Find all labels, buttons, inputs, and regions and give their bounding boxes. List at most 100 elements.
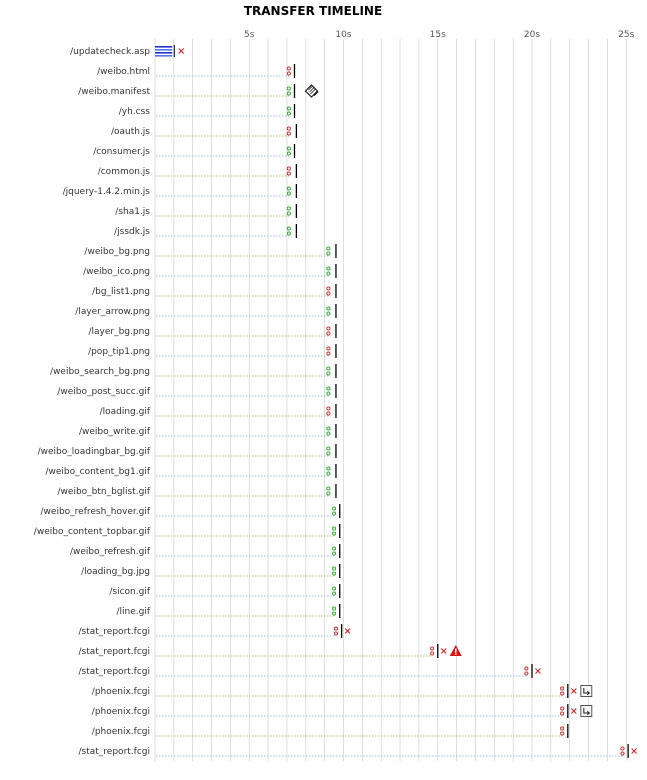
row-label: /yh.css — [119, 107, 151, 117]
request-marker — [326, 286, 331, 291]
row-label: /sha1.js — [115, 207, 150, 217]
row-label: /layer_bg.png — [88, 327, 150, 337]
response-marker — [286, 91, 291, 96]
timeline-row[interactable]: /stat_report.fcgi — [79, 664, 541, 678]
timeline-row[interactable]: /oauth.js — [111, 124, 298, 138]
timeline-row[interactable]: /stat_report.fcgi — [79, 644, 462, 658]
x-tick-label: 25s — [618, 30, 634, 40]
response-marker — [326, 331, 331, 336]
timeline-row[interactable]: /weibo.html — [97, 64, 296, 78]
timeline-row[interactable]: /jssdk.js — [114, 224, 298, 238]
timeline-row[interactable]: /phoenix.fcgi — [92, 684, 593, 698]
row-label: /weibo_content_topbar.gif — [34, 527, 151, 537]
cancelled-icon — [440, 648, 447, 654]
response-marker — [430, 651, 435, 656]
response-marker — [326, 391, 331, 396]
response-marker — [560, 691, 565, 696]
timeline-row[interactable]: /sha1.js — [115, 204, 298, 218]
request-marker — [286, 146, 291, 151]
timeline-row[interactable]: /phoenix.fcgi — [92, 724, 569, 738]
row-label: /weibo_post_succ.gif — [57, 387, 150, 397]
row-label: /oauth.js — [111, 127, 150, 137]
response-marker — [326, 311, 331, 316]
timeline-row[interactable]: /weibo.manifest — [78, 84, 319, 98]
timeline-row[interactable]: /weibo_search_bg.png — [50, 364, 337, 378]
response-marker — [286, 211, 291, 216]
timeline-row[interactable]: /phoenix.fcgi — [92, 704, 593, 718]
timeline-row[interactable]: /layer_bg.png — [88, 324, 337, 338]
timeline-row[interactable]: /layer_arrow.png — [75, 304, 337, 318]
timeline-row[interactable]: /weibo_bg.png — [84, 244, 337, 258]
timeline-row[interactable]: /jquery-1.4.2.min.js — [63, 184, 298, 198]
response-marker — [286, 191, 291, 196]
response-marker — [326, 431, 331, 436]
timeline-row[interactable]: /loading.gif — [100, 404, 337, 418]
response-marker — [620, 751, 625, 756]
request-marker — [326, 426, 331, 431]
timeline-row[interactable]: /consumer.js — [93, 144, 296, 158]
row-label: /weibo_ico.png — [83, 267, 150, 277]
response-marker — [326, 491, 331, 496]
request-marker — [326, 246, 331, 251]
response-marker — [286, 71, 291, 76]
row-label: /weibo_content_bg1.gif — [45, 467, 150, 477]
cancelled-icon — [535, 668, 541, 674]
request-marker — [326, 386, 331, 391]
request-marker — [560, 706, 565, 711]
x-tick-label: 10s — [335, 30, 351, 40]
response-marker — [286, 151, 291, 156]
timeline-row[interactable]: /pop_tip1.png — [88, 344, 337, 358]
response-marker — [333, 631, 339, 636]
response-marker — [332, 551, 337, 556]
row-label: /phoenix.fcgi — [92, 727, 150, 737]
request-marker — [332, 546, 337, 551]
x-tick-label: 15s — [430, 30, 446, 40]
response-marker — [286, 231, 291, 236]
timeline-row[interactable]: /yh.css — [119, 104, 296, 118]
row-label: /common.js — [98, 167, 151, 177]
timeline-row[interactable]: /sicon.gif — [109, 584, 341, 598]
timeline-row[interactable]: /stat_report.fcgi — [79, 624, 351, 638]
response-marker — [326, 291, 331, 296]
request-marker — [560, 686, 565, 691]
response-marker — [286, 111, 291, 116]
warning-icon — [449, 645, 462, 656]
request-marker — [332, 526, 337, 531]
response-marker — [560, 711, 565, 716]
timeline-row[interactable]: /weibo_content_topbar.gif — [34, 524, 341, 538]
chart-title: TRANSFER TIMELINE — [244, 4, 382, 18]
timeline-row[interactable]: /weibo_content_bg1.gif — [45, 464, 337, 478]
timeline-row[interactable]: /weibo_refresh.gif — [70, 544, 341, 558]
timeline-row[interactable]: /updatecheck.asp — [70, 45, 185, 57]
row-label: /pop_tip1.png — [88, 347, 150, 357]
transfer-bar — [155, 55, 173, 57]
row-label: /loading_bg.jpg — [81, 567, 150, 577]
request-marker — [286, 66, 291, 71]
transfer-bar — [155, 46, 173, 48]
timeline-row[interactable]: /weibo_post_succ.gif — [57, 384, 337, 398]
timeline-row[interactable]: /weibo_write.gif — [79, 424, 337, 438]
row-label: /weibo_loadingbar_bg.gif — [38, 447, 151, 457]
response-marker — [332, 511, 337, 516]
response-marker — [286, 131, 291, 136]
row-label: /stat_report.fcgi — [79, 667, 150, 677]
timeline-row[interactable]: /common.js — [98, 164, 298, 178]
row-label: /phoenix.fcgi — [92, 707, 150, 717]
row-label: /weibo_bg.png — [84, 247, 150, 257]
request-marker — [326, 406, 331, 411]
request-marker — [326, 306, 331, 311]
timeline-row[interactable]: /loading_bg.jpg — [81, 564, 341, 578]
request-marker — [286, 226, 291, 231]
timeline-row[interactable]: /line.gif — [116, 604, 341, 618]
timeline-row[interactable]: /weibo_loadingbar_bg.gif — [38, 444, 337, 458]
cancelled-icon — [570, 708, 577, 714]
request-marker — [326, 326, 331, 331]
timeline-row[interactable]: /stat_report.fcgi — [79, 744, 638, 758]
timeline-row[interactable]: /bg_list1.png — [92, 284, 337, 298]
response-marker — [326, 471, 331, 476]
response-marker — [326, 371, 331, 376]
timeline-row[interactable]: /weibo_btn_bglist.gif — [58, 484, 337, 498]
response-marker — [332, 611, 337, 616]
timeline-row[interactable]: /weibo_refresh_hover.gif — [41, 504, 341, 518]
timeline-row[interactable]: /weibo_ico.png — [83, 264, 337, 278]
